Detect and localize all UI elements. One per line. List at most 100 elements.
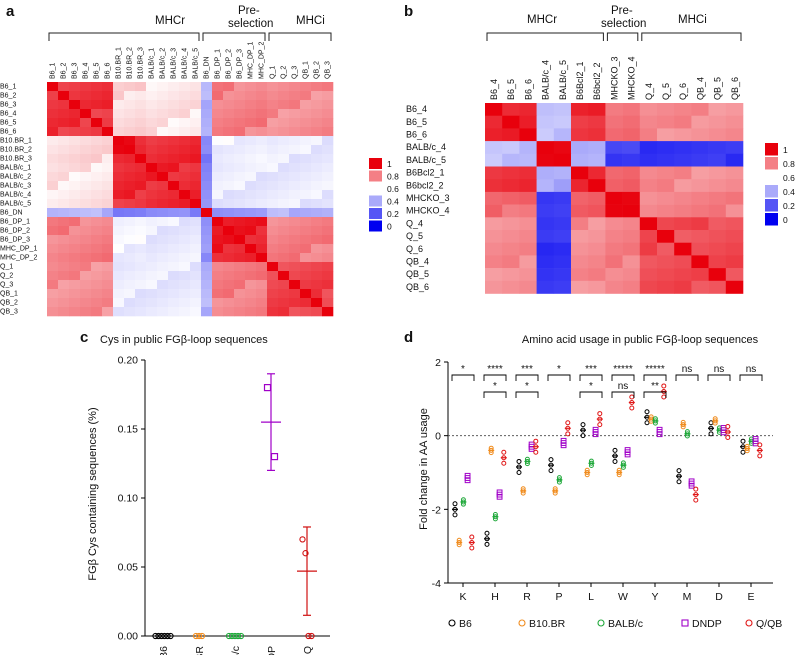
heatmap-cell <box>157 91 169 101</box>
heatmap-cell <box>190 289 202 299</box>
heatmap-cell <box>135 226 147 236</box>
heatmap-cell <box>113 109 125 119</box>
heatmap-cell <box>622 230 641 243</box>
group-bracket <box>268 32 332 41</box>
heatmap-cell <box>519 179 537 193</box>
heatmap-cell <box>657 268 675 282</box>
heatmap-cell <box>124 181 136 191</box>
row-label: B6_5 <box>406 117 427 127</box>
heatmap-cell <box>113 271 125 281</box>
heatmap-cell <box>502 166 520 180</box>
heatmap-cell <box>124 298 136 308</box>
heatmap-cell <box>135 199 147 209</box>
heatmap-cell <box>571 179 589 193</box>
heatmap-cell <box>58 253 70 263</box>
heatmap-cell <box>223 118 235 128</box>
heatmap-cell <box>234 271 246 281</box>
significance-label: * <box>589 381 593 392</box>
data-point <box>612 447 618 453</box>
heatmap-cell <box>58 226 70 236</box>
significance-label: *** <box>585 364 597 375</box>
heatmap-cell <box>245 100 257 110</box>
data-point <box>270 453 279 461</box>
heatmap-cell <box>588 191 606 205</box>
heatmap-cell <box>674 280 692 294</box>
heatmap-cell <box>256 181 268 191</box>
heatmap-cell <box>725 128 744 142</box>
heatmap-cell <box>102 244 114 254</box>
heatmap-cell <box>502 217 520 231</box>
heatmap-cell <box>91 172 103 182</box>
heatmap-cell <box>571 204 589 218</box>
heatmap-cell <box>113 91 125 101</box>
group-bracket <box>606 32 639 41</box>
row-label: B6_DP_1 <box>0 218 30 225</box>
heatmap-cell <box>102 82 114 92</box>
legend-tick-label: 0.6 <box>387 184 399 194</box>
heatmap-cell <box>146 307 158 317</box>
significance-bracket <box>547 374 571 381</box>
heatmap-cell <box>234 226 246 236</box>
heatmap-cell <box>311 208 323 218</box>
heatmap-cell <box>234 181 246 191</box>
col-label: B6_DN <box>204 56 211 79</box>
heatmap-cell <box>146 172 158 182</box>
col-label: B6_6 <box>523 79 533 100</box>
heatmap-cell <box>622 115 641 129</box>
heatmap-cell <box>168 145 180 155</box>
heatmap-cell <box>190 163 202 173</box>
heatmap-cell <box>212 199 224 209</box>
heatmap-cell <box>168 244 180 254</box>
heatmap-cell <box>212 217 224 227</box>
heatmap-cell <box>168 199 180 209</box>
heatmap-cell <box>708 280 727 294</box>
heatmap-cell <box>146 100 158 110</box>
heatmap-cell <box>708 128 727 142</box>
heatmap-cell <box>223 217 235 227</box>
heatmap-cell <box>179 181 191 191</box>
heatmap-cell <box>146 190 158 200</box>
col-label: B10.BR_3 <box>138 47 145 79</box>
heatmap-cell <box>289 109 301 119</box>
heatmap-cell <box>571 191 589 205</box>
x-tick-label: M <box>683 591 692 603</box>
heatmap-cell <box>256 91 268 101</box>
y-tick-label: 0.05 <box>118 562 139 574</box>
heatmap-cell <box>278 136 290 146</box>
heatmap-cell <box>322 253 334 263</box>
heatmap-cell <box>80 271 92 281</box>
row-label: MHC_DP_1 <box>0 245 37 252</box>
heatmap-cell <box>267 172 279 182</box>
legend-tick-label: 0 <box>387 221 392 231</box>
heatmap-cell <box>102 118 114 128</box>
heatmap-cell <box>639 191 658 205</box>
heatmap-cell <box>212 298 224 308</box>
heatmap-cell <box>124 91 136 101</box>
heatmap-cell <box>639 179 658 193</box>
heatmap-cell <box>190 298 202 308</box>
legend-swatch <box>765 157 778 170</box>
heatmap-cell <box>80 280 92 290</box>
heatmap-cell <box>725 217 744 231</box>
heatmap-cell <box>223 235 235 245</box>
heatmap-cell <box>234 136 246 146</box>
heatmap-cell <box>223 190 235 200</box>
heatmap-cell <box>278 262 290 272</box>
heatmap-cell <box>502 255 520 269</box>
data-point <box>167 632 174 640</box>
heatmap-cell <box>223 100 235 110</box>
col-label: BALB/c_3 <box>171 48 178 79</box>
heatmap-cell <box>502 242 520 256</box>
heatmap-cell <box>157 244 169 254</box>
heatmap-cell <box>102 154 114 164</box>
heatmap-cell <box>124 226 136 236</box>
heatmap-cell <box>622 141 641 155</box>
heatmap-cell <box>69 172 81 182</box>
heatmap-cell <box>485 268 503 282</box>
heatmap-cell <box>58 190 70 200</box>
heatmap-cell <box>278 100 290 110</box>
heatmap-cell <box>267 235 279 245</box>
row-label: QB_3 <box>0 308 18 315</box>
heatmap-cell <box>234 109 246 119</box>
